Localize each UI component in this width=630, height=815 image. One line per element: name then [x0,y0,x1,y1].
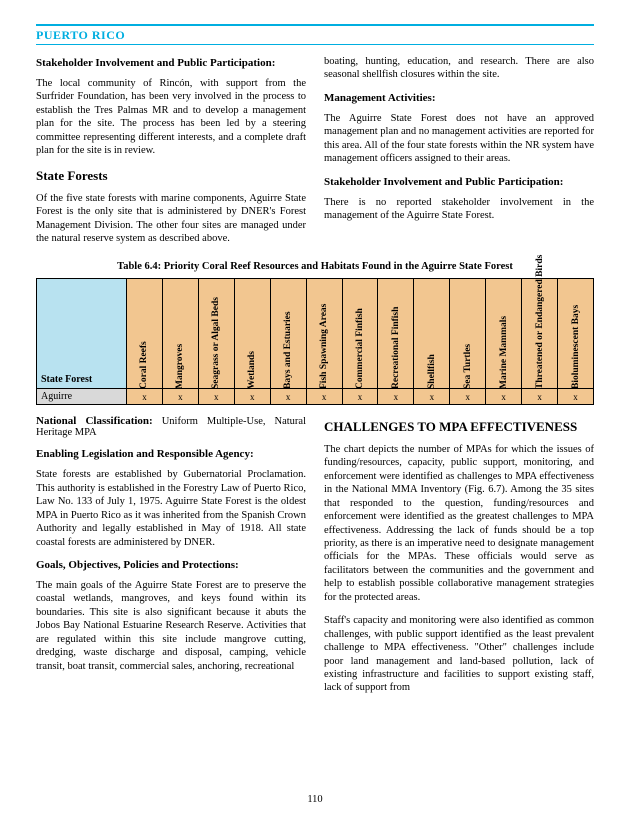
upper-left-col: Stakeholder Involvement and Public Parti… [36,55,306,255]
enabling-body: State forests are established by Guberna… [36,468,306,549]
col-head: Seagrass or Algal Beds [198,279,234,389]
col-head: Coral Reefs [127,279,163,389]
region-header: PUERTO RICO [36,28,594,43]
header-rule-top [36,24,594,26]
table-row: Aguirre x x x x x x x x x x x x x [37,389,594,405]
col-label: Mangroves [175,279,185,389]
lower-columns: National Classification: Uniform Multipl… [36,415,594,704]
goals-body: The main goals of the Aguirre State Fore… [36,579,306,673]
row-label: Aguirre [37,389,127,405]
table-header-row: State Forest Coral Reefs Mangroves Seagr… [37,279,594,389]
challenges-body-2: Staff's capacity and monitoring were als… [324,614,594,695]
col-head: Bioluminescent Bays [558,279,594,389]
enabling-heading: Enabling Legislation and Responsible Age… [36,448,306,460]
lower-left-col: National Classification: Uniform Multipl… [36,415,306,704]
upper-columns: Stakeholder Involvement and Public Parti… [36,55,594,255]
col-head: Commercial Finfish [342,279,378,389]
col-label: Sea Turtles [463,279,473,389]
col-head: Shellfish [414,279,450,389]
table-cell: x [450,389,486,405]
col-label: Shellfish [427,279,437,389]
header-rule-bottom [36,44,594,46]
mgmt-activities-heading: Management Activities: [324,92,594,104]
challenges-heading: CHALLENGES TO MPA EFFECTIVENESS [324,419,594,435]
upper-right-col: boating, hunting, education, and researc… [324,55,594,255]
table-cell: x [522,389,558,405]
table-cell: x [270,389,306,405]
col-head: Bays and Estuaries [270,279,306,389]
table-cell: x [558,389,594,405]
stakeholder-body: The local community of Rincón, with supp… [36,77,306,158]
col-label: Coral Reefs [139,279,149,389]
national-classification: National Classification: Uniform Multipl… [36,415,306,438]
col-label: Seagrass or Algal Beds [211,279,221,389]
stakeholder-heading: Stakeholder Involvement and Public Parti… [36,57,306,69]
boating-continuation: boating, hunting, education, and researc… [324,55,594,82]
table-cell: x [162,389,198,405]
col-label: Bays and Estuaries [283,279,293,389]
table-cell: x [486,389,522,405]
col-label: Bioluminescent Bays [570,279,580,389]
col-head: Threatened or Endangered Birds [522,279,558,389]
state-forests-heading: State Forests [36,168,306,184]
col-head: Marine Mammals [486,279,522,389]
table-cell: x [342,389,378,405]
table-cell: x [306,389,342,405]
col-head: Wetlands [234,279,270,389]
row-header-cell: State Forest [37,279,127,389]
nc-label: National Classification: [36,415,153,427]
coral-reef-table: State Forest Coral Reefs Mangroves Seagr… [36,278,594,405]
table-caption: Table 6.4: Priority Coral Reef Resources… [36,261,594,272]
col-head: Recreational Finfish [378,279,414,389]
col-head: Fish Spawning Areas [306,279,342,389]
col-label: Marine Mammals [498,279,508,389]
col-label: Wetlands [247,279,257,389]
table-cell: x [414,389,450,405]
table-cell: x [378,389,414,405]
col-head: Sea Turtles [450,279,486,389]
stakeholder2-heading: Stakeholder Involvement and Public Parti… [324,176,594,188]
table-cell: x [234,389,270,405]
col-label: Threatened or Endangered Birds [534,279,544,389]
mgmt-activities-body: The Aguirre State Forest does not have a… [324,112,594,166]
stakeholder2-body: There is no reported stakeholder involve… [324,196,594,223]
col-head: Mangroves [162,279,198,389]
col-label: Commercial Finfish [355,279,365,389]
state-forests-body: Of the five state forests with marine co… [36,192,306,246]
goals-heading: Goals, Objectives, Policies and Protecti… [36,559,306,571]
table-cell: x [198,389,234,405]
table-cell: x [127,389,163,405]
col-label: Fish Spawning Areas [319,279,329,389]
page-number: 110 [0,794,630,805]
challenges-body-1: The chart depicts the number of MPAs for… [324,443,594,604]
lower-right-col: CHALLENGES TO MPA EFFECTIVENESS The char… [324,415,594,704]
col-label: Recreational Finfish [391,279,401,389]
